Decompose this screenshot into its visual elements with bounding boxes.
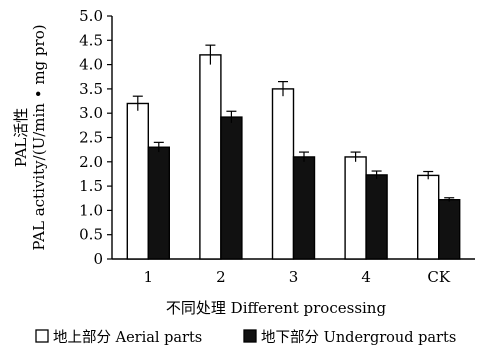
- legend-label: 地上部分 Aerial parts: [53, 329, 202, 346]
- bar: [365, 174, 388, 260]
- y-tick-label: 3.0: [79, 104, 103, 122]
- y-tick-label: 2.0: [79, 153, 103, 171]
- y-tick-label: 4.5: [79, 31, 103, 49]
- bar: [417, 174, 440, 260]
- bar: [147, 146, 171, 260]
- y-tick-label: 4.0: [79, 56, 103, 74]
- y-tick-label: 1.0: [79, 201, 103, 219]
- x-ticks: 1 2 3 4 CK: [144, 268, 451, 286]
- y-tick-label: 5.0: [79, 7, 103, 25]
- x-tick-label: 3: [289, 268, 299, 286]
- bar: [271, 88, 295, 260]
- x-tick-label: 1: [144, 268, 154, 286]
- bar: [292, 156, 316, 260]
- x-axis-label: 不同处理 Different processing: [166, 299, 387, 317]
- legend: 地上部分 Aerial parts 地下部分 Undergroud parts: [35, 329, 456, 346]
- legend-label: 地下部分 Undergroud parts: [261, 329, 456, 346]
- x-tick-label: 4: [361, 268, 371, 286]
- y-tick-label: 1.5: [79, 177, 103, 195]
- y-tick-label: 2.5: [79, 129, 103, 147]
- bars: [126, 44, 461, 260]
- x-tick-label: 2: [216, 268, 226, 286]
- y-tick-label: 0.5: [79, 226, 103, 244]
- bar: [438, 199, 461, 260]
- y-axis-label-line: PAL activity/(U/min • mg pro): [30, 24, 48, 250]
- y-tick-label: 3.5: [79, 80, 103, 98]
- y-axis-label-rotated: PAL活性 PAL activity/(U/min • mg pro): [12, 24, 48, 250]
- bar: [220, 116, 243, 260]
- y-axis-label-line: PAL活性: [12, 108, 30, 168]
- bar: [199, 54, 222, 260]
- y-axis-label: PAL活性 PAL activity/(U/min • mg pro): [12, 24, 48, 250]
- y-tick-label: 0: [93, 250, 103, 268]
- legend-swatch: [243, 329, 257, 343]
- y-ticks: 0 0.5 1.0 1.5 2.0 2.5 3.0 3.5 4.0 4.5 5.0: [79, 7, 112, 268]
- legend-swatch: [35, 329, 49, 343]
- bar: [344, 156, 367, 260]
- bar: [126, 102, 150, 260]
- x-tick-label: CK: [427, 268, 450, 286]
